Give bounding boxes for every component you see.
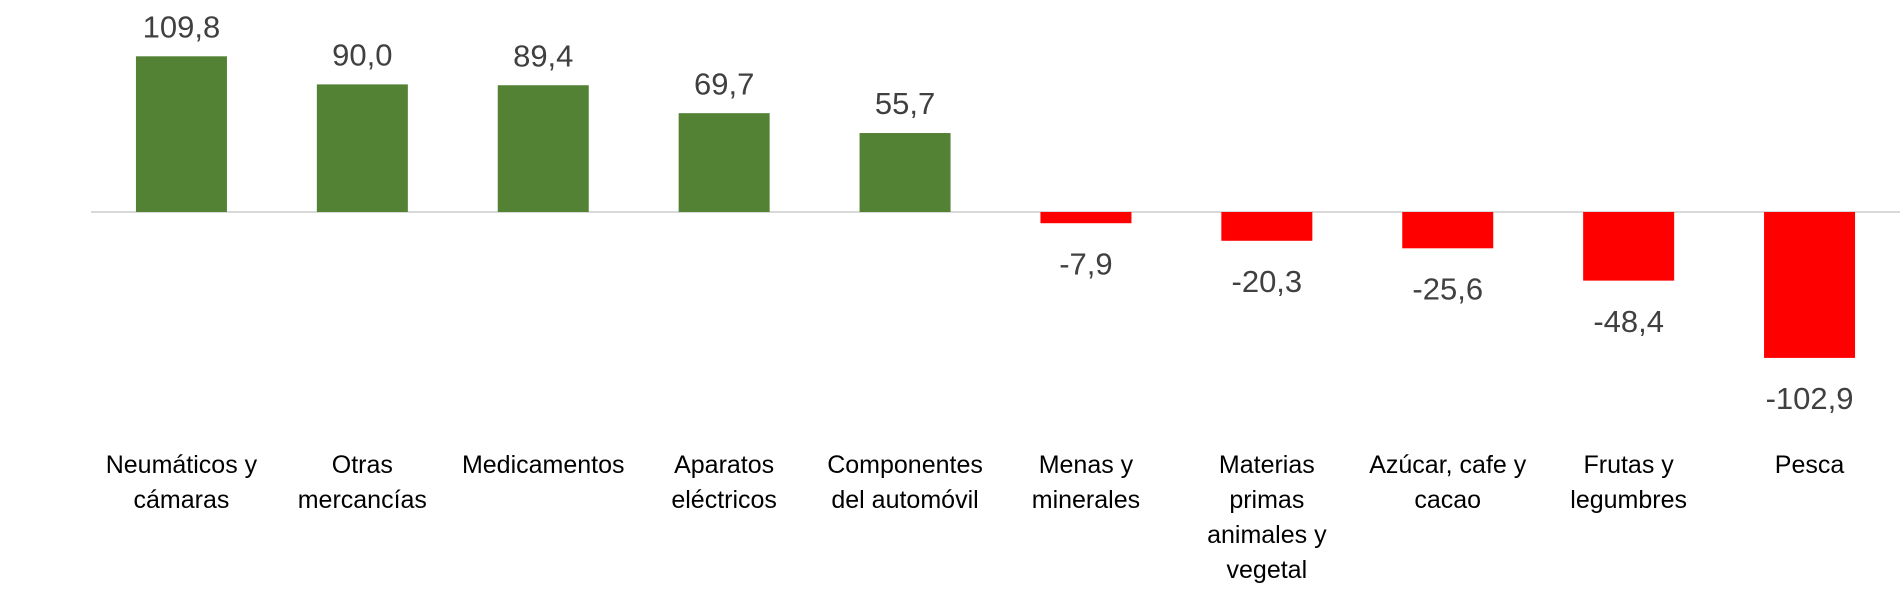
x-tick-label: Componentes del automóvil <box>827 451 983 514</box>
value-label: 90,0 <box>332 38 392 73</box>
x-tick-label: Neumáticos y cámaras <box>105 451 258 514</box>
x-tick-label: Frutas y legumbres <box>1570 451 1687 514</box>
bar <box>135 56 227 212</box>
value-label: -7,9 <box>1059 246 1112 281</box>
x-tick-label: Pesca <box>1774 451 1845 479</box>
x-tick-label: Menas y minerales <box>1031 451 1141 514</box>
bar <box>497 85 589 212</box>
bar <box>316 84 408 212</box>
bar <box>859 133 951 212</box>
x-tick-label: Aparatos eléctricos <box>671 451 777 514</box>
bar <box>678 113 770 212</box>
value-label: 109,8 <box>143 9 221 44</box>
bar <box>1402 212 1494 249</box>
value-label: 55,7 <box>875 86 935 121</box>
x-tick-label: Materias primas animales y vegetal <box>1207 451 1327 584</box>
value-label: 89,4 <box>513 38 573 73</box>
value-label: 69,7 <box>694 66 754 101</box>
bar <box>1583 212 1675 281</box>
bar <box>1764 212 1856 358</box>
x-tick-label: Azúcar, cafe y cacao <box>1369 451 1527 514</box>
x-tick-label: Medicamentos <box>461 451 625 479</box>
x-tick-label: Otras mercancías <box>297 451 427 514</box>
bar <box>1221 212 1313 241</box>
value-label: -48,4 <box>1593 304 1664 339</box>
value-label: -20,3 <box>1232 264 1303 299</box>
value-label: -25,6 <box>1412 271 1483 306</box>
bar <box>1040 212 1132 224</box>
value-label: -102,9 <box>1766 381 1854 416</box>
